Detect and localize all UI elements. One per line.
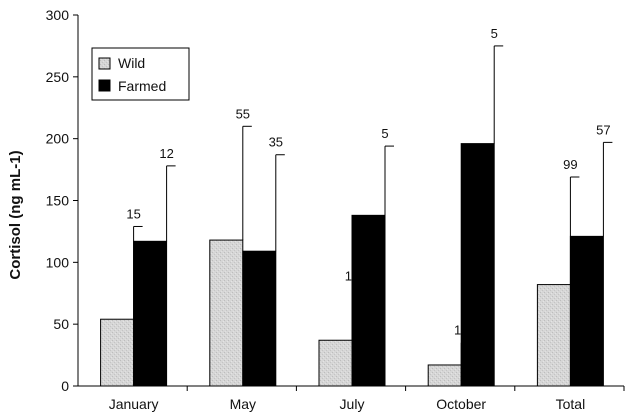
- bar-farmed-may: [242, 250, 277, 387]
- y-axis-title-group: Cortisol (ng mL-1): [7, 150, 24, 279]
- legend-label-farmed: Farmed: [118, 78, 166, 94]
- sample-size-label-farmed: 5: [381, 126, 388, 141]
- sample-size-label-farmed: 57: [596, 122, 610, 137]
- y-tick-label: 200: [46, 131, 70, 147]
- y-tick-label: 0: [61, 378, 69, 394]
- plot-area: 0501001502002503001512January5535May195J…: [46, 7, 625, 412]
- x-category-label: Total: [556, 396, 586, 412]
- sample-size-label-wild: 55: [236, 106, 250, 121]
- legend-swatch-wild: [98, 57, 111, 70]
- sample-size-label-wild: 15: [126, 206, 140, 221]
- sample-size-label-farmed: 12: [159, 146, 173, 161]
- legend: Wild Farmed: [91, 47, 190, 101]
- x-category-label: May: [230, 396, 256, 412]
- bar-wild-july: [318, 339, 353, 387]
- y-tick-label: 250: [46, 69, 70, 85]
- y-axis-title: Cortisol (ng mL-1): [7, 150, 24, 279]
- bar-farmed-total: [569, 235, 604, 387]
- sample-size-label-farmed: 5: [491, 26, 498, 41]
- y-tick-label: 300: [46, 7, 70, 23]
- y-tick-label: 100: [46, 254, 70, 270]
- sample-size-label-farmed: 35: [269, 135, 283, 150]
- sample-size-label-wild: 99: [563, 157, 577, 172]
- bar-farmed-october: [460, 143, 495, 387]
- bar-wild-may: [209, 239, 244, 387]
- bar-farmed-january: [133, 240, 168, 387]
- x-category-label: July: [340, 396, 365, 412]
- y-tick-label: 150: [46, 193, 70, 209]
- legend-swatch-farmed: [98, 79, 111, 92]
- bar-farmed-july: [351, 214, 386, 387]
- y-tick-label: 50: [53, 316, 69, 332]
- bar-wild-total: [536, 284, 571, 387]
- x-category-label: October: [436, 396, 486, 412]
- legend-label-wild: Wild: [118, 55, 145, 71]
- bar-wild-october: [427, 364, 462, 387]
- x-category-label: January: [109, 396, 159, 412]
- bar-wild-january: [100, 318, 135, 387]
